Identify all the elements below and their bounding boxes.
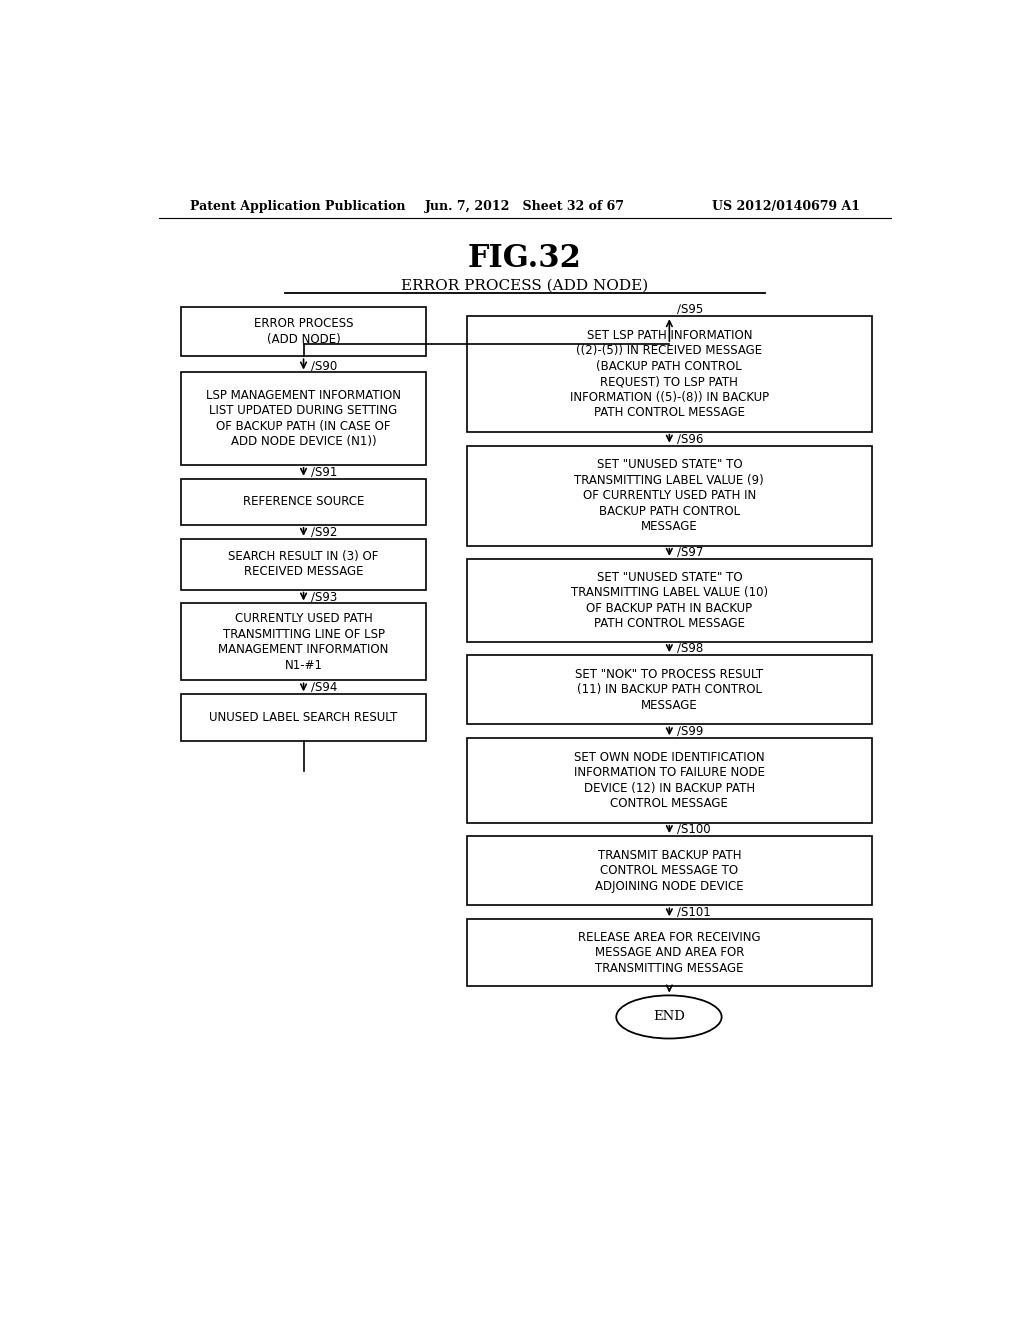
- Bar: [180, 479, 426, 525]
- Bar: [180, 308, 426, 356]
- Text: Jun. 7, 2012   Sheet 32 of 67: Jun. 7, 2012 Sheet 32 of 67: [425, 199, 625, 213]
- Text: ∕S90: ∕S90: [311, 359, 338, 372]
- Text: SET LSP PATH INFORMATION
((2)-(5)) IN RECEIVED MESSAGE
(BACKUP PATH CONTROL
REQU: SET LSP PATH INFORMATION ((2)-(5)) IN RE…: [569, 329, 769, 420]
- Text: FIG.32: FIG.32: [468, 243, 582, 275]
- Text: Patent Application Publication: Patent Application Publication: [190, 199, 406, 213]
- Text: LSP MANAGEMENT INFORMATION
LIST UPDATED DURING SETTING
OF BACKUP PATH (IN CASE O: LSP MANAGEMENT INFORMATION LIST UPDATED …: [206, 389, 401, 449]
- Text: RELEASE AREA FOR RECEIVING
MESSAGE AND AREA FOR
TRANSMITTING MESSAGE: RELEASE AREA FOR RECEIVING MESSAGE AND A…: [578, 931, 761, 974]
- Text: ERROR PROCESS (ADD NODE): ERROR PROCESS (ADD NODE): [401, 279, 648, 293]
- Text: ∕S93: ∕S93: [311, 590, 338, 603]
- Text: ERROR PROCESS
(ADD NODE): ERROR PROCESS (ADD NODE): [254, 317, 353, 346]
- Text: ∕S96: ∕S96: [677, 433, 703, 446]
- Text: SET "UNUSED STATE" TO
TRANSMITTING LABEL VALUE (10)
OF BACKUP PATH IN BACKUP
PAT: SET "UNUSED STATE" TO TRANSMITTING LABEL…: [570, 570, 768, 630]
- Bar: [467, 836, 872, 906]
- Bar: [467, 655, 872, 725]
- Text: ∕S95: ∕S95: [677, 304, 703, 317]
- Text: ∕S99: ∕S99: [677, 725, 703, 738]
- Bar: [180, 694, 426, 741]
- Text: REFERENCE SOURCE: REFERENCE SOURCE: [243, 495, 365, 508]
- Text: US 2012/0140679 A1: US 2012/0140679 A1: [712, 199, 859, 213]
- Text: ∕S94: ∕S94: [311, 681, 338, 694]
- Text: ∕S98: ∕S98: [677, 642, 703, 655]
- Bar: [467, 738, 872, 822]
- Text: SET OWN NODE IDENTIFICATION
INFORMATION TO FAILURE NODE
DEVICE (12) IN BACKUP PA: SET OWN NODE IDENTIFICATION INFORMATION …: [573, 751, 765, 810]
- Bar: [180, 603, 426, 681]
- Text: END: END: [653, 1010, 685, 1023]
- Bar: [180, 372, 426, 465]
- Text: SET "NOK" TO PROCESS RESULT
(11) IN BACKUP PATH CONTROL
MESSAGE: SET "NOK" TO PROCESS RESULT (11) IN BACK…: [575, 668, 764, 711]
- Bar: [467, 558, 872, 642]
- Text: ∕S92: ∕S92: [311, 525, 338, 539]
- Bar: [467, 446, 872, 545]
- Text: ∕S100: ∕S100: [677, 822, 711, 836]
- Text: TRANSMIT BACKUP PATH
CONTROL MESSAGE TO
ADJOINING NODE DEVICE: TRANSMIT BACKUP PATH CONTROL MESSAGE TO …: [595, 849, 743, 892]
- Text: SEARCH RESULT IN (3) OF
RECEIVED MESSAGE: SEARCH RESULT IN (3) OF RECEIVED MESSAGE: [228, 550, 379, 578]
- Text: ∕S101: ∕S101: [677, 906, 711, 919]
- Ellipse shape: [616, 995, 722, 1039]
- Text: ∕S97: ∕S97: [677, 545, 703, 558]
- Text: SET "UNUSED STATE" TO
TRANSMITTING LABEL VALUE (9)
OF CURRENTLY USED PATH IN
BAC: SET "UNUSED STATE" TO TRANSMITTING LABEL…: [574, 458, 764, 533]
- Bar: [180, 539, 426, 590]
- Text: UNUSED LABEL SEARCH RESULT: UNUSED LABEL SEARCH RESULT: [209, 711, 397, 723]
- Bar: [467, 317, 872, 432]
- Text: ∕S91: ∕S91: [311, 466, 338, 479]
- Bar: [467, 919, 872, 986]
- Text: CURRENTLY USED PATH
TRANSMITTING LINE OF LSP
MANAGEMENT INFORMATION
N1-#1: CURRENTLY USED PATH TRANSMITTING LINE OF…: [218, 612, 389, 672]
